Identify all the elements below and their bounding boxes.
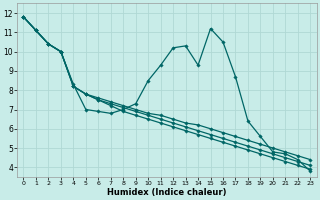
X-axis label: Humidex (Indice chaleur): Humidex (Indice chaleur) [107,188,227,197]
